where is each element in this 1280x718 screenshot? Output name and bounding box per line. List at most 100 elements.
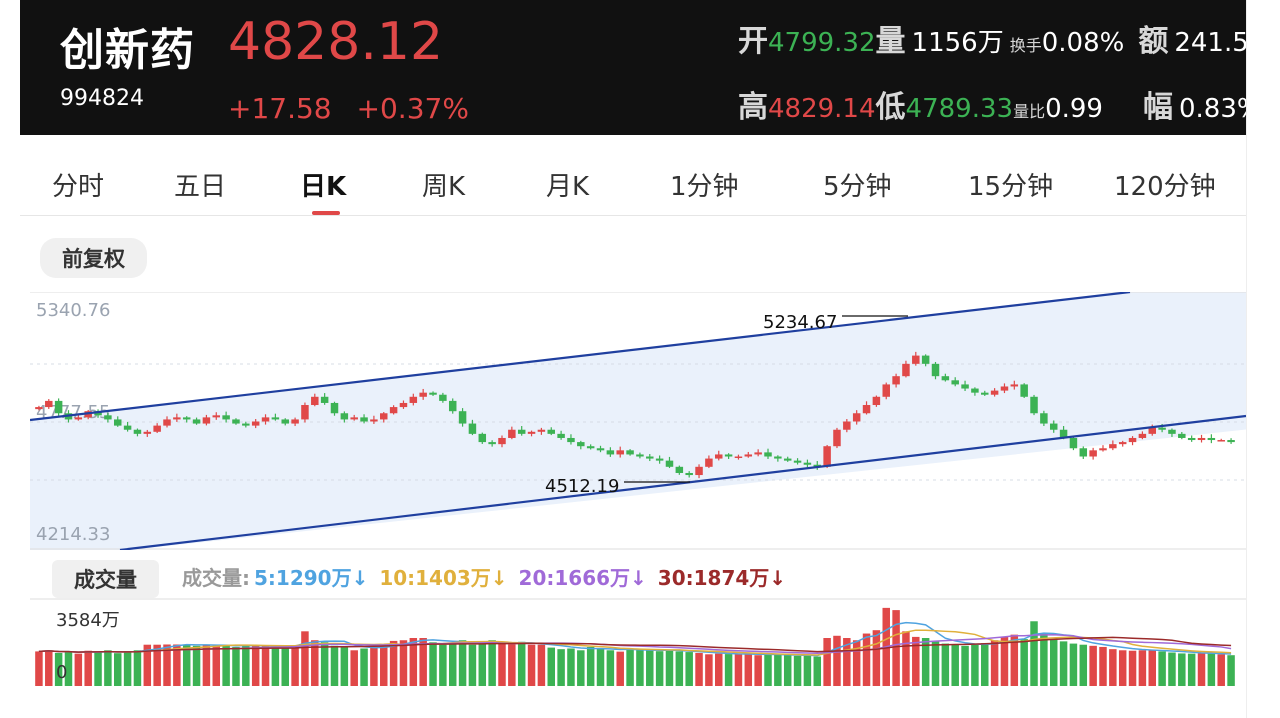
candle-body bbox=[764, 452, 772, 457]
candle-body bbox=[94, 411, 102, 416]
volume-bar bbox=[123, 652, 132, 686]
candle-body bbox=[616, 450, 624, 455]
candle-body bbox=[833, 429, 841, 447]
amount-value: 241.5 bbox=[1174, 28, 1246, 58]
candle-body bbox=[1099, 448, 1107, 451]
y-axis-label: 4214.33 bbox=[36, 524, 110, 545]
volume-chart[interactable]: 3584万 0 bbox=[30, 598, 1246, 688]
candle-body bbox=[192, 419, 201, 424]
candle-body bbox=[409, 396, 418, 403]
volume-bar bbox=[783, 655, 792, 686]
volume-bar bbox=[153, 644, 161, 686]
volume-bar bbox=[833, 635, 841, 686]
tab-intraday[interactable]: 分时 bbox=[52, 172, 105, 202]
volume-bar bbox=[961, 645, 969, 686]
volume-bar bbox=[173, 644, 181, 686]
candle-body bbox=[468, 423, 477, 434]
volume-bar bbox=[1010, 634, 1019, 686]
candle-body bbox=[862, 405, 871, 414]
candle-body bbox=[626, 450, 634, 455]
volume-bar bbox=[695, 652, 703, 686]
candle-body bbox=[419, 392, 427, 397]
candle-body bbox=[1158, 427, 1166, 430]
candle-body bbox=[1148, 427, 1156, 434]
volume-bar bbox=[1030, 621, 1038, 686]
volume-bar bbox=[1069, 643, 1078, 686]
volume-ma10-line bbox=[38, 629, 1232, 656]
candle-body bbox=[655, 458, 664, 461]
change-value: +17.58 bbox=[228, 92, 332, 125]
candle-body bbox=[1217, 440, 1225, 442]
volume-bar bbox=[675, 651, 684, 686]
volume-bar bbox=[527, 644, 536, 686]
volume-bar bbox=[192, 645, 201, 686]
adjust-button[interactable]: 前复权 bbox=[40, 238, 147, 278]
volume-bar bbox=[665, 650, 674, 686]
candle-body bbox=[1227, 440, 1235, 443]
tab-1min[interactable]: 1分钟 bbox=[670, 172, 739, 202]
tab-5min[interactable]: 5分钟 bbox=[823, 172, 892, 202]
candle-body bbox=[1187, 437, 1196, 441]
high-value: 4829.14 bbox=[768, 94, 876, 124]
volume-bar bbox=[1128, 650, 1137, 686]
tab-15min[interactable]: 15分钟 bbox=[968, 172, 1054, 202]
tab-weekly-k[interactable]: 周K bbox=[422, 172, 466, 202]
candle-body bbox=[774, 456, 782, 459]
tab-120min[interactable]: 120分钟 bbox=[1114, 172, 1216, 202]
tab-five-day[interactable]: 五日 bbox=[174, 172, 227, 202]
volume-bar bbox=[458, 640, 467, 686]
volume-bar bbox=[616, 651, 624, 686]
volume-bar bbox=[114, 653, 122, 686]
candle-body bbox=[212, 415, 221, 418]
volume-zero-label: 0 bbox=[56, 662, 67, 683]
volume-bar bbox=[941, 643, 950, 686]
volume-bar bbox=[350, 650, 358, 686]
annotation-low-label: 4512.19 bbox=[545, 476, 619, 497]
candle-body bbox=[902, 363, 910, 377]
volume-bar bbox=[734, 654, 743, 686]
candle-body bbox=[202, 417, 211, 424]
candle-body bbox=[981, 392, 989, 395]
candle-body bbox=[1069, 437, 1078, 449]
volume-max-label: 3584万 bbox=[56, 610, 120, 631]
volume-bar bbox=[655, 651, 664, 686]
candle-body bbox=[45, 400, 53, 408]
candle-body bbox=[734, 456, 743, 459]
volume-bar bbox=[1049, 639, 1058, 686]
candle-body bbox=[872, 396, 881, 406]
ma20-legend: 20:1666万↓ bbox=[518, 566, 647, 590]
tab-daily-k[interactable]: 日K bbox=[300, 172, 347, 202]
volume-bar bbox=[1099, 646, 1107, 686]
candle-body bbox=[1197, 437, 1206, 441]
volume-bar bbox=[626, 649, 634, 686]
candle-body bbox=[1178, 433, 1186, 438]
tab-monthly-k[interactable]: 月K bbox=[546, 172, 590, 202]
volume-bar bbox=[547, 647, 555, 686]
volume-bar bbox=[389, 640, 398, 686]
volume-bar bbox=[94, 652, 102, 686]
candle-body bbox=[606, 450, 615, 455]
volume-bar bbox=[744, 653, 753, 686]
candle-body bbox=[636, 454, 644, 457]
candle-body bbox=[951, 380, 959, 385]
candle-body bbox=[921, 355, 930, 364]
volume-bar bbox=[212, 645, 221, 686]
volume-bar bbox=[1118, 650, 1127, 686]
candle-body bbox=[173, 417, 181, 420]
volume-bar bbox=[685, 652, 693, 686]
candle-body bbox=[281, 419, 289, 424]
price-change: +17.58 +0.37% bbox=[228, 92, 485, 125]
candle-body bbox=[990, 390, 999, 395]
volume-bar bbox=[862, 633, 871, 686]
volume-bar bbox=[636, 649, 644, 686]
candle-body bbox=[1089, 450, 1097, 457]
candle-body bbox=[311, 396, 319, 406]
volume-bar bbox=[202, 644, 211, 686]
candle-body bbox=[685, 472, 693, 476]
candle-body bbox=[803, 462, 812, 465]
volume-bar bbox=[823, 638, 831, 686]
volume-bar bbox=[380, 644, 388, 686]
volume-bar bbox=[557, 649, 565, 686]
volume-indicator-button[interactable]: 成交量 bbox=[52, 560, 159, 598]
